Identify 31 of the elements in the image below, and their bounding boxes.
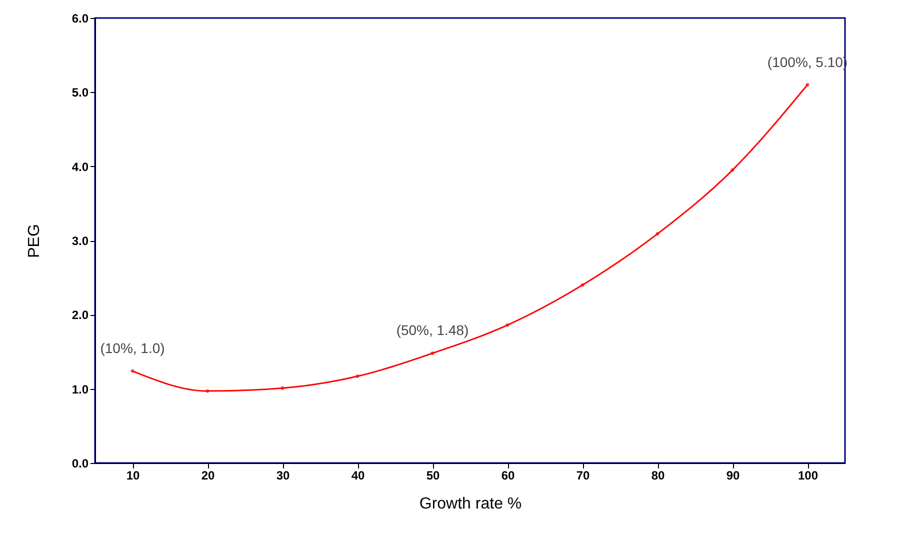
point bbox=[506, 323, 510, 327]
x-axis-title: Growth rate % bbox=[419, 496, 522, 512]
x-tick-label: 50 bbox=[426, 468, 440, 482]
y-tick-label: 3.0 bbox=[72, 234, 89, 248]
x-tick-label: 70 bbox=[576, 468, 590, 482]
x-tick-label: 60 bbox=[501, 468, 515, 482]
point bbox=[206, 389, 210, 393]
point bbox=[280, 386, 284, 390]
x-tick-label: 80 bbox=[651, 468, 665, 482]
point bbox=[580, 283, 584, 287]
y-tick-label: 6.0 bbox=[72, 12, 89, 26]
x-tick-label: 30 bbox=[276, 468, 290, 482]
y-tick-label: 2.0 bbox=[72, 308, 89, 322]
x-tick-label: 40 bbox=[351, 468, 365, 482]
y-tick-label: 4.0 bbox=[72, 160, 89, 174]
y-tick-label: 5.0 bbox=[72, 86, 89, 100]
x-tick-label: 10 bbox=[126, 468, 140, 482]
annotation: (10%, 1.0) bbox=[100, 340, 165, 356]
y-tick-label: 0.0 bbox=[72, 456, 89, 470]
point bbox=[356, 374, 360, 378]
y-tick-label: 1.0 bbox=[72, 382, 89, 396]
y-axis-title: PEG bbox=[26, 224, 43, 258]
point bbox=[806, 83, 810, 86]
point bbox=[656, 232, 660, 236]
x-tick-label: 20 bbox=[201, 468, 215, 482]
annotation: (50%, 1.48) bbox=[396, 322, 469, 338]
point bbox=[430, 352, 434, 355]
point bbox=[730, 168, 734, 172]
x-tick-label: 100 bbox=[798, 468, 818, 482]
point bbox=[130, 369, 134, 373]
x-tick-label: 90 bbox=[726, 468, 740, 482]
